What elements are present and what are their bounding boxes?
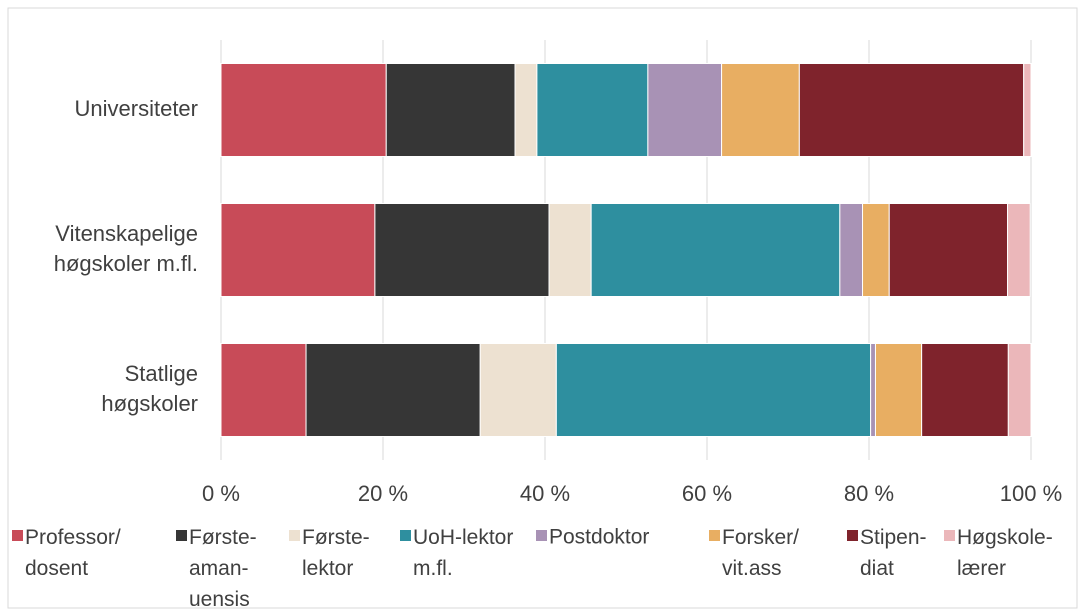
legend-label: Første-lektor: [302, 526, 370, 580]
bar-segment: [1023, 63, 1032, 157]
bar-segment: [721, 63, 800, 157]
legend-label: Stipen-diat: [860, 526, 927, 580]
bar-segment: [839, 203, 864, 297]
x-tick-label: 40 %: [520, 481, 570, 506]
bar-segment: [590, 203, 841, 297]
bar-segment: [220, 203, 376, 297]
bar-segment: [888, 203, 1009, 297]
bar-segment: [385, 63, 516, 157]
bar-segment: [1007, 203, 1031, 297]
bar-segment: [479, 343, 557, 437]
legend-label: Forsker/vit.ass: [722, 526, 799, 580]
legend-swatch: [944, 530, 955, 541]
bar-segment: [647, 63, 723, 157]
bar-segment: [220, 343, 307, 437]
y-tick-label: Universiteter: [75, 96, 198, 121]
legend-swatch: [536, 530, 547, 541]
x-tick-label: 60 %: [682, 481, 732, 506]
legend-swatch: [847, 530, 858, 541]
bar-segment: [798, 63, 1025, 157]
bar-segment: [870, 343, 876, 437]
bar-segment: [305, 343, 481, 437]
y-tick-label: Statlige høgskoler: [101, 361, 198, 416]
bar-segment: [536, 63, 649, 157]
x-tick-label: 20 %: [358, 481, 408, 506]
legend-label: Høgskole-lærer: [957, 526, 1053, 580]
bar-segment: [548, 203, 592, 297]
bar-segment: [921, 343, 1009, 437]
chart-border: [7, 7, 1078, 609]
legend-swatch: [289, 530, 300, 541]
x-tick-label: 80 %: [844, 481, 894, 506]
legend-swatch: [400, 530, 411, 541]
bar-segment: [374, 203, 550, 297]
legend-swatch: [709, 530, 720, 541]
x-tick-label: 0 %: [202, 481, 240, 506]
legend-label: Første-aman-uensis: [189, 526, 257, 610]
bar-segment: [862, 203, 890, 297]
legend-label: Professor/dosent: [25, 526, 121, 580]
bar-segment: [874, 343, 923, 437]
legend-label: Postdoktor: [549, 526, 649, 549]
legend-swatch: [176, 530, 187, 541]
bar-segment: [555, 343, 872, 437]
bar-segment: [220, 63, 387, 157]
x-tick-label: 100 %: [1000, 481, 1062, 506]
y-tick-label: Vitenskapelige høgskoler m.fl.: [54, 221, 198, 276]
legend-swatch: [12, 530, 23, 541]
bar-segment: [514, 63, 538, 157]
legend-label: UoH-lektor m.fl.: [413, 526, 513, 580]
bar-segment: [1007, 343, 1032, 437]
